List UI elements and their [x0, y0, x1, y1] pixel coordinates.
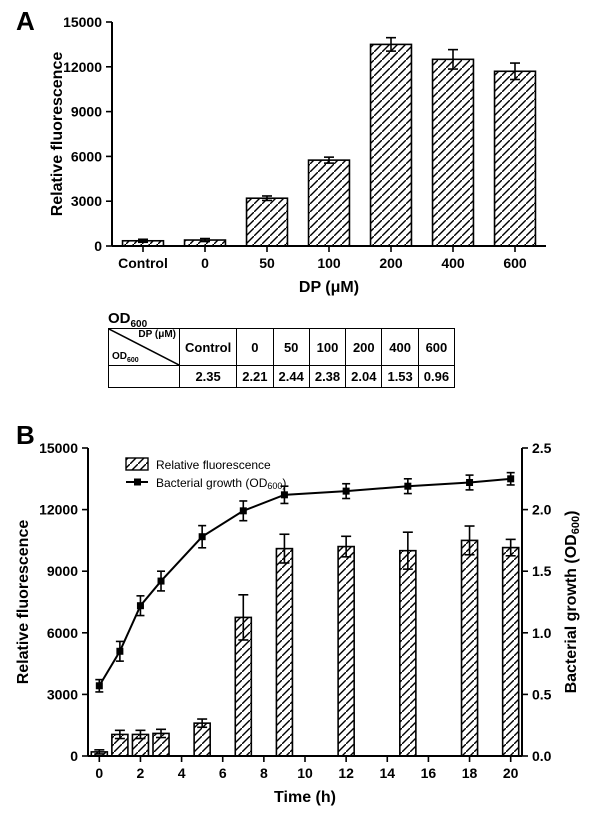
- panel-b-chart: 0 2 4 6 8 10 12 14 16 18 20 0 3000 6000 9000 12000 15000…: [10, 432, 590, 812]
- svg-text:6000: 6000: [47, 625, 78, 641]
- svg-text:50: 50: [259, 255, 275, 271]
- svg-text:15000: 15000: [63, 14, 102, 30]
- svg-text:2.0: 2.0: [532, 502, 552, 518]
- svg-text:Control: Control: [118, 255, 168, 271]
- svg-text:2: 2: [137, 765, 145, 781]
- od-table-title: OD600: [108, 310, 147, 330]
- svg-text:Relative fluorescence: Relative fluorescence: [15, 520, 32, 685]
- svg-text:200: 200: [379, 255, 403, 271]
- svg-text:15000: 15000: [39, 440, 78, 456]
- panel-a-chart: Control050100200400600030006000900012000…: [46, 12, 556, 302]
- svg-text:Time (h): Time (h): [274, 789, 336, 806]
- svg-text:20: 20: [503, 765, 519, 781]
- svg-text:100: 100: [317, 255, 341, 271]
- svg-text:0: 0: [94, 238, 102, 254]
- svg-text:2.5: 2.5: [532, 440, 552, 456]
- svg-text:18: 18: [462, 765, 478, 781]
- svg-text:Relative fluorescence: Relative fluorescence: [49, 52, 66, 217]
- svg-text:600: 600: [503, 255, 527, 271]
- svg-text:0.5: 0.5: [532, 686, 552, 702]
- svg-text:1.5: 1.5: [532, 563, 552, 579]
- svg-text:12000: 12000: [63, 59, 102, 75]
- svg-text:6: 6: [219, 765, 227, 781]
- svg-text:0: 0: [95, 765, 103, 781]
- svg-text:14: 14: [379, 765, 395, 781]
- svg-text:8: 8: [260, 765, 268, 781]
- svg-text:400: 400: [441, 255, 465, 271]
- svg-text:Bacterial growth (OD600): Bacterial growth (OD600): [156, 476, 286, 491]
- svg-text:3000: 3000: [71, 193, 102, 209]
- svg-text:6000: 6000: [71, 148, 102, 164]
- svg-text:DP (μM): DP (μM): [299, 279, 359, 296]
- svg-text:16: 16: [421, 765, 437, 781]
- svg-text:3000: 3000: [47, 686, 78, 702]
- svg-text:9000: 9000: [71, 104, 102, 120]
- svg-text:Relative fluorescence: Relative fluorescence: [156, 458, 271, 472]
- svg-text:Bacterial growth (OD600): Bacterial growth (OD600): [563, 511, 582, 694]
- svg-text:0.0: 0.0: [532, 748, 552, 764]
- svg-text:0: 0: [70, 748, 78, 764]
- svg-text:12000: 12000: [39, 502, 78, 518]
- svg-text:1.0: 1.0: [532, 625, 552, 641]
- svg-text:12: 12: [338, 765, 354, 781]
- svg-text:10: 10: [297, 765, 313, 781]
- svg-text:0: 0: [201, 255, 209, 271]
- svg-text:4: 4: [178, 765, 186, 781]
- svg-text:9000: 9000: [47, 563, 78, 579]
- panel-a-label: A: [16, 6, 35, 37]
- figure: A Control0501002004006000300060009000120…: [0, 0, 600, 827]
